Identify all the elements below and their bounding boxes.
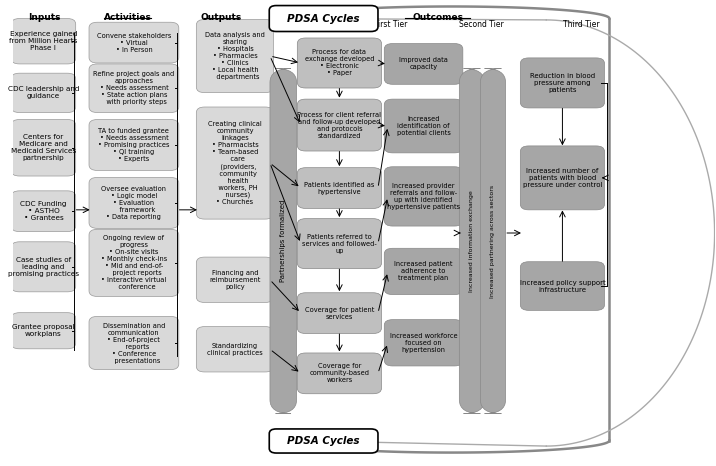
Text: Grantee proposal
workplans: Grantee proposal workplans: [12, 324, 74, 337]
FancyBboxPatch shape: [460, 69, 485, 414]
Text: Data analysis and
sharing
• Hospitals
• Pharmacies
• Clinics
• Local health
   d: Data analysis and sharing • Hospitals • …: [205, 32, 265, 80]
FancyBboxPatch shape: [89, 316, 179, 370]
Text: First Tier: First Tier: [374, 20, 407, 29]
FancyBboxPatch shape: [521, 262, 604, 310]
FancyBboxPatch shape: [384, 167, 463, 226]
FancyBboxPatch shape: [384, 99, 463, 153]
Text: Coverage for
community-based
workers: Coverage for community-based workers: [309, 363, 369, 384]
Text: Patients referred to
services and followed-
up: Patients referred to services and follow…: [302, 233, 377, 254]
FancyBboxPatch shape: [297, 219, 382, 269]
FancyBboxPatch shape: [89, 178, 179, 228]
Text: Inputs: Inputs: [28, 13, 60, 22]
Text: Experience gained
from Million Hearts
Phase I: Experience gained from Million Hearts Ph…: [9, 31, 77, 51]
Text: Financing and
reimbursement
policy: Financing and reimbursement policy: [209, 270, 261, 290]
FancyBboxPatch shape: [521, 146, 604, 210]
FancyBboxPatch shape: [11, 73, 76, 113]
Text: Increased policy support
infrastructure: Increased policy support infrastructure: [520, 280, 605, 293]
Text: Increased patient
adherence to
treatment plan: Increased patient adherence to treatment…: [395, 261, 453, 281]
Text: Ongoing review of
progress
• On-site visits
• Monthly check-ins
• Mid and end-of: Ongoing review of progress • On-site vis…: [101, 235, 167, 290]
FancyBboxPatch shape: [196, 20, 274, 93]
FancyBboxPatch shape: [11, 19, 76, 64]
Text: PDSA Cycles: PDSA Cycles: [287, 436, 360, 446]
Text: Outcomes: Outcomes: [412, 13, 463, 22]
Text: CDC leadership and
guidance: CDC leadership and guidance: [8, 86, 79, 99]
Text: Refine project goals and
approaches
• Needs assessment
• State action plans
   w: Refine project goals and approaches • Ne…: [93, 71, 175, 105]
Text: Oversee evaluation
• Logic model
• Evaluation
   framework
• Data reporting: Oversee evaluation • Logic model • Evalu…: [102, 186, 166, 220]
Text: Process for data
exchange developed
• Electronic
• Paper: Process for data exchange developed • El…: [304, 49, 374, 76]
Text: Convene stakeholders
• Virtual
• In Person: Convene stakeholders • Virtual • In Pers…: [97, 33, 171, 53]
Text: Reduction in blood
pressure among
patients: Reduction in blood pressure among patien…: [530, 73, 595, 93]
Text: CDC Funding
• ASTHO
• Grantees: CDC Funding • ASTHO • Grantees: [20, 201, 67, 221]
Text: Process for client referral
and follow-up developed
and protocols
standardized: Process for client referral and follow-u…: [297, 111, 382, 138]
FancyBboxPatch shape: [89, 119, 179, 171]
Text: Increased number of
patients with blood
pressure under control: Increased number of patients with blood …: [523, 168, 602, 188]
Text: Dissemination and
communication
• End-of-project
   reports
• Conference
   pres: Dissemination and communication • End-of…: [102, 322, 165, 363]
Text: Third Tier: Third Tier: [563, 20, 600, 29]
FancyBboxPatch shape: [196, 327, 274, 372]
Text: TA to funded grantee
• Needs assessment
• Promising practices
• QI training
• Ex: TA to funded grantee • Needs assessment …: [98, 128, 170, 162]
FancyBboxPatch shape: [297, 353, 382, 394]
Text: Outputs: Outputs: [200, 13, 241, 22]
FancyBboxPatch shape: [196, 107, 274, 219]
FancyBboxPatch shape: [297, 293, 382, 334]
FancyBboxPatch shape: [89, 64, 179, 113]
FancyBboxPatch shape: [480, 69, 505, 414]
Text: Increased provider
referrals and follow-
up with identified
hypertensive patient: Increased provider referrals and follow-…: [387, 183, 460, 210]
Text: Improved data
capacity: Improved data capacity: [399, 57, 448, 70]
FancyBboxPatch shape: [384, 320, 463, 366]
Text: Increased information exchange: Increased information exchange: [470, 190, 475, 292]
FancyBboxPatch shape: [297, 38, 382, 88]
FancyBboxPatch shape: [297, 168, 382, 208]
FancyBboxPatch shape: [11, 191, 76, 232]
FancyBboxPatch shape: [11, 119, 76, 176]
Text: Activities: Activities: [104, 13, 152, 22]
Text: Standardizing
clinical practices: Standardizing clinical practices: [207, 343, 263, 356]
FancyBboxPatch shape: [521, 58, 604, 108]
Text: Increased partnering across sectors: Increased partnering across sectors: [490, 185, 495, 298]
Text: Centers for
Medicare and
Medicaid Services
partnership: Centers for Medicare and Medicaid Servic…: [11, 134, 76, 161]
Text: Increased
identification of
potential clients: Increased identification of potential cl…: [397, 116, 450, 136]
FancyBboxPatch shape: [89, 22, 179, 63]
FancyBboxPatch shape: [297, 99, 382, 151]
Text: Coverage for patient
services: Coverage for patient services: [305, 307, 374, 320]
FancyBboxPatch shape: [89, 229, 179, 296]
FancyBboxPatch shape: [11, 313, 76, 349]
Text: Second Tier: Second Tier: [460, 20, 504, 29]
FancyBboxPatch shape: [384, 43, 463, 84]
Text: PDSA Cycles: PDSA Cycles: [287, 14, 360, 23]
Text: Increased workforce
focused on
hypertension: Increased workforce focused on hypertens…: [390, 333, 458, 353]
FancyBboxPatch shape: [270, 69, 296, 414]
FancyBboxPatch shape: [269, 6, 378, 32]
Text: Creating clinical
community
linkages
• Pharmacists
• Team-based
   care
   (prov: Creating clinical community linkages • P…: [208, 121, 262, 205]
FancyBboxPatch shape: [269, 429, 378, 453]
Text: Case studies of
leading and
promising practices: Case studies of leading and promising pr…: [8, 257, 79, 277]
FancyBboxPatch shape: [384, 248, 463, 295]
FancyBboxPatch shape: [196, 257, 274, 302]
FancyBboxPatch shape: [11, 242, 76, 292]
Text: Partnerships formalized: Partnerships formalized: [280, 200, 286, 282]
Text: Patients identified as
hypertensive: Patients identified as hypertensive: [304, 182, 374, 195]
